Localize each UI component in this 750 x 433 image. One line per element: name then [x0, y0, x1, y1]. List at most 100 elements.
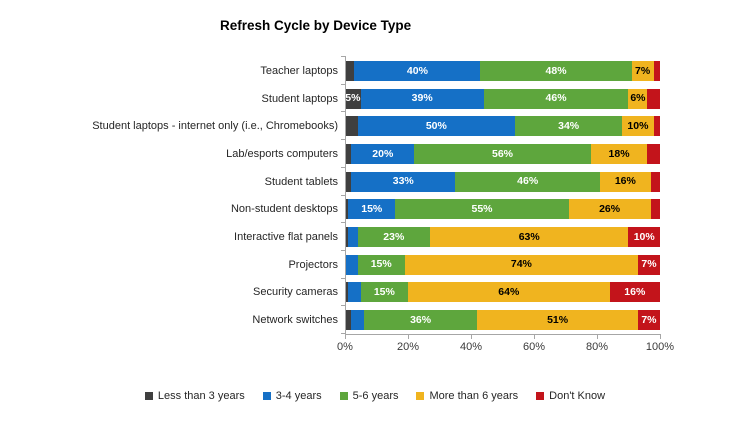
- bar-segment: 10%: [622, 116, 654, 137]
- legend-item: Less than 3 years: [144, 390, 245, 402]
- chart-row: Interactive flat panels 23% 63% 10%: [25, 223, 665, 251]
- segment-value-label: 64%: [498, 286, 520, 299]
- bar-segment: [345, 60, 355, 81]
- x-axis-tick-label: 0%: [337, 341, 353, 353]
- bar-segment: [345, 199, 349, 220]
- bar-segment: [653, 60, 660, 81]
- x-axis-tick: [345, 335, 346, 339]
- bar-segment: 20%: [351, 143, 415, 164]
- bar-segment: [647, 88, 660, 109]
- bar-segment: 7%: [631, 60, 654, 81]
- bar-segment: 55%: [395, 199, 569, 220]
- chart-row: Student laptops 5% 39% 46% 6%: [25, 85, 665, 113]
- category-label: Security cameras: [253, 286, 338, 299]
- bar-track: 23% 63% 10%: [345, 226, 660, 247]
- category-label: Interactive flat panels: [234, 230, 338, 243]
- segment-value-label: 15%: [370, 258, 392, 271]
- x-axis-tick: [408, 335, 409, 339]
- category-label: Network switches: [252, 314, 338, 327]
- legend-item: Don't Know: [536, 390, 605, 402]
- x-axis-tick-label: 80%: [585, 341, 609, 353]
- legend-label: More than 6 years: [429, 390, 519, 402]
- chart-row: Security cameras 15% 64% 16%: [25, 279, 665, 307]
- bar-segment: 23%: [357, 226, 431, 247]
- bar-segment: [650, 199, 660, 220]
- bar-segment: 15%: [357, 254, 405, 275]
- bar-track: 15% 74% 7%: [345, 254, 660, 275]
- segment-value-label: 33%: [392, 175, 414, 188]
- segment-value-label: 20%: [372, 147, 394, 160]
- bar-segment: 50%: [357, 116, 516, 137]
- segment-value-label: 46%: [517, 175, 539, 188]
- bar-track: 15% 55% 26%: [345, 199, 660, 220]
- bar-segment: [650, 171, 660, 192]
- bar-segment: 34%: [515, 116, 623, 137]
- segment-value-label: 34%: [558, 119, 580, 132]
- y-axis-tick: [341, 56, 345, 57]
- segment-value-label: 46%: [545, 92, 567, 105]
- y-axis-tick: [341, 166, 345, 168]
- category-label: Student tablets: [264, 175, 338, 188]
- bar-segment: 5%: [345, 88, 361, 109]
- segment-value-label: 48%: [545, 64, 567, 77]
- y-axis-tick: [341, 194, 345, 196]
- bar-segment: [345, 310, 352, 331]
- bar-segment: 63%: [430, 226, 629, 247]
- legend-item: 3-4 years: [262, 390, 322, 402]
- y-axis-tick: [341, 277, 345, 279]
- chart-row: Network switches 36% 51% 7%: [25, 306, 665, 334]
- x-axis-line: [345, 334, 661, 335]
- bar-segment: [348, 226, 358, 247]
- segment-value-label: 51%: [547, 313, 569, 326]
- segment-value-label: 10%: [633, 230, 655, 243]
- bar-track: 33% 46% 16%: [345, 171, 660, 192]
- category-label: Teacher laptops: [260, 64, 338, 77]
- bar-segment: 33%: [351, 171, 456, 192]
- bar-track: 50% 34% 10%: [345, 116, 660, 137]
- bar-segment: 74%: [404, 254, 638, 275]
- bar-track: 20% 56% 18%: [345, 143, 660, 164]
- segment-value-label: 16%: [624, 286, 646, 299]
- chart-row: Teacher laptops 40% 48% 7%: [25, 57, 665, 85]
- chart-row: Projectors 15% 74% 7%: [25, 251, 665, 279]
- legend-label: 3-4 years: [275, 390, 322, 402]
- bar-rows: Teacher laptops 40% 48% 7% Student laptops 5%…: [25, 57, 665, 334]
- bar-track: 40% 48% 7%: [345, 60, 660, 81]
- legend: Less than 3 years 3-4 years 5-6 years More …: [0, 390, 750, 402]
- category-label: Student laptops - internet only (i.e., C…: [92, 120, 338, 133]
- segment-value-label: 5%: [345, 92, 361, 105]
- bar-segment: 46%: [455, 171, 601, 192]
- category-label: Projectors: [288, 258, 338, 271]
- bar-segment: 7%: [637, 310, 660, 331]
- bar-segment: 48%: [480, 60, 632, 81]
- chart-row: Non-student desktops 15% 55% 26%: [25, 195, 665, 223]
- legend-marker: [144, 392, 153, 400]
- segment-value-label: 6%: [630, 92, 646, 105]
- x-axis-tick-label: 40%: [459, 341, 483, 353]
- legend-marker: [416, 392, 425, 400]
- y-axis-tick: [341, 305, 345, 307]
- chart-title: Refresh Cycle by Device Type: [220, 18, 412, 33]
- segment-value-label: 39%: [411, 92, 433, 105]
- bar-segment: 36%: [363, 310, 478, 331]
- bar-segment: 56%: [414, 143, 591, 164]
- category-label: Non-student desktops: [230, 203, 338, 216]
- bar-segment: [348, 282, 361, 303]
- segment-value-label: 7%: [641, 313, 657, 326]
- legend-item: More than 6 years: [416, 390, 518, 402]
- x-axis-tick: [471, 335, 472, 339]
- bar-segment: [647, 143, 660, 164]
- segment-value-label: 63%: [518, 230, 540, 243]
- legend-label: Don't Know: [549, 390, 606, 402]
- x-axis-tick: [660, 335, 661, 339]
- legend-marker: [262, 392, 271, 400]
- bar-segment: [345, 143, 352, 164]
- bar-segment: [345, 254, 358, 275]
- legend-label: 5-6 years: [352, 390, 399, 402]
- bar-segment: 7%: [637, 254, 660, 275]
- bar-segment: 51%: [477, 310, 638, 331]
- segment-value-label: 55%: [471, 203, 493, 216]
- y-axis-tick: [341, 83, 345, 85]
- segment-value-label: 40%: [406, 64, 428, 77]
- bar-segment: 15%: [348, 199, 396, 220]
